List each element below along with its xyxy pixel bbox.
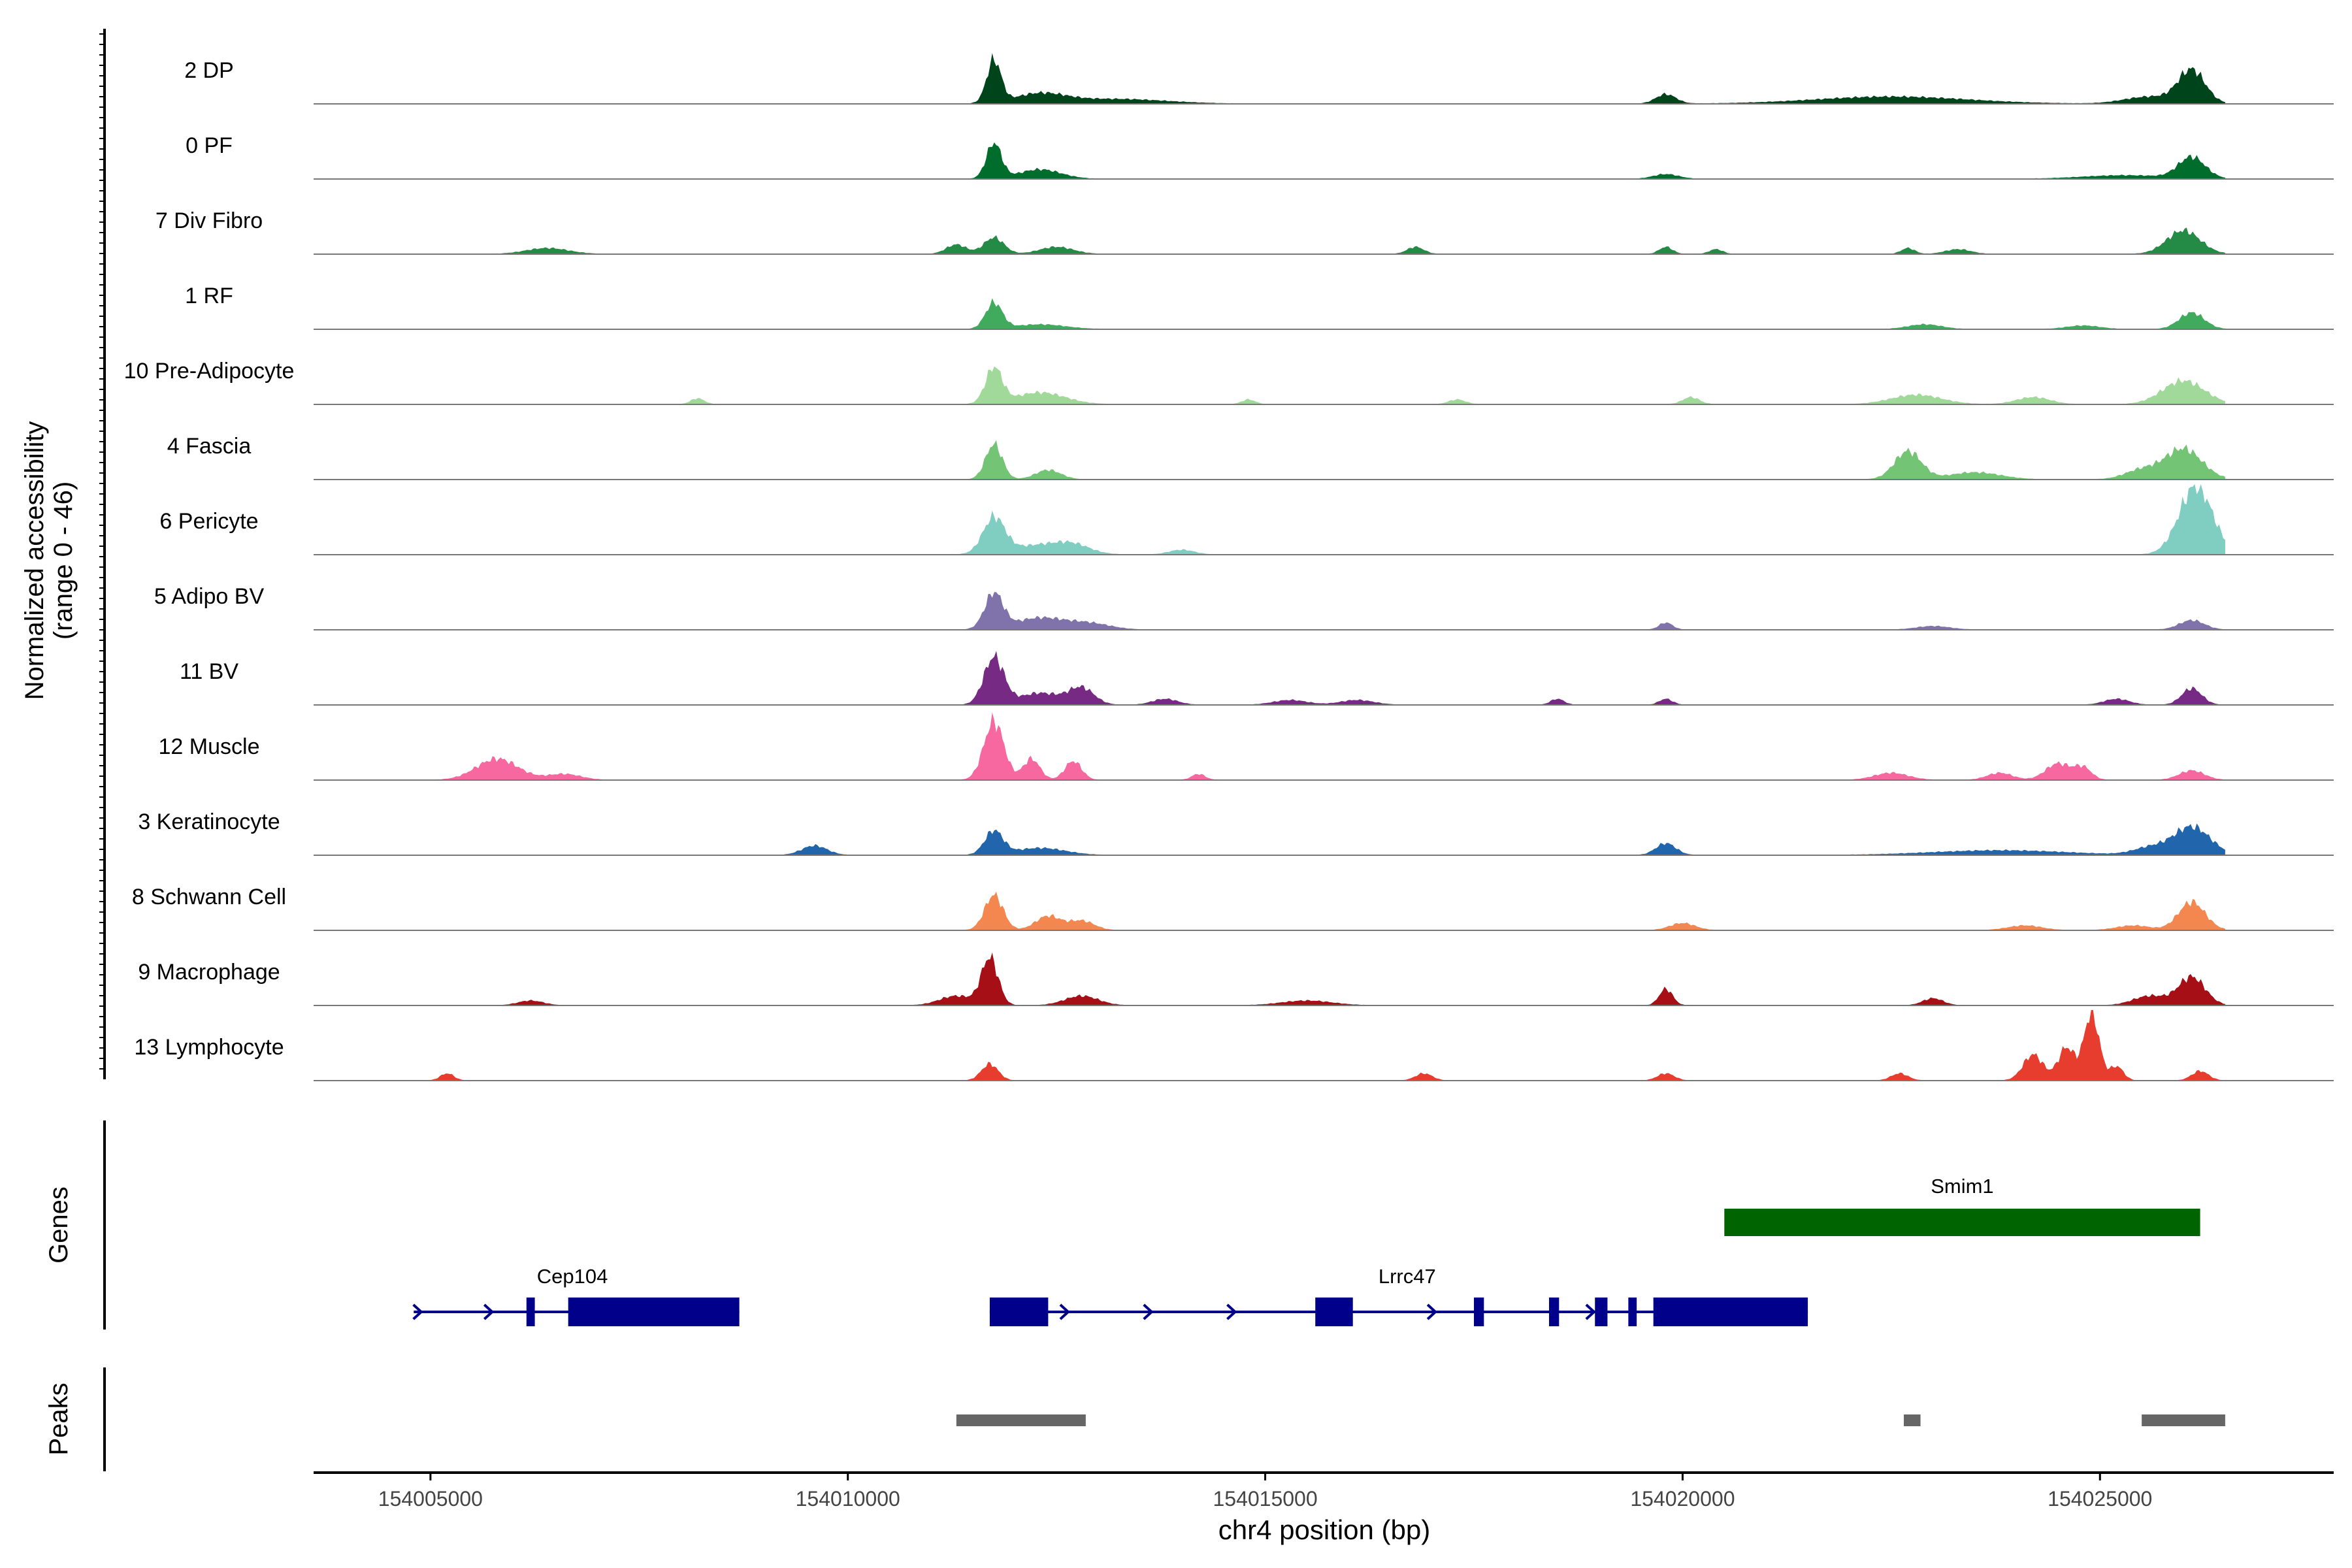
track-1-rf: 1 RF — [185, 284, 2334, 330]
track-6-pericyte: 6 Pericyte — [159, 484, 2334, 555]
track-area — [397, 712, 2225, 780]
coverage-tracks: 2 DP 0 PF 7 Div Fibro 1 RF 10 Pre-Adipocyte 4… — [124, 53, 2334, 1081]
genes-panel-label: Genes — [44, 1186, 73, 1264]
track-area — [397, 823, 2225, 855]
gene-exon — [526, 1298, 535, 1326]
gene-lrrc47: Lrrc47 — [989, 1265, 1808, 1326]
x-tick-label: 154020000 — [1630, 1487, 1735, 1511]
track-9-macrophage: 9 Macrophage — [138, 952, 2334, 1006]
track-area — [397, 484, 2225, 555]
track-5-adipo-bv: 5 Adipo BV — [154, 584, 2334, 630]
track-area — [397, 142, 2225, 179]
gene-body — [1724, 1209, 2200, 1236]
x-axis-ticks: 154005000 154010000 154015000 154020000 1540… — [378, 1473, 2152, 1511]
x-tick-label: 154005000 — [378, 1487, 483, 1511]
track-area — [397, 1010, 2225, 1081]
track-11-bv: 11 BV — [180, 651, 2334, 706]
strand-arrow — [1143, 1303, 1154, 1320]
track-label: 9 Macrophage — [138, 960, 280, 985]
track-label: 11 BV — [180, 659, 238, 684]
track-label: 2 DP — [184, 58, 234, 83]
gene-exon — [1595, 1298, 1608, 1326]
track-area — [397, 651, 2225, 705]
track-area — [397, 891, 2225, 930]
genes-panel: Smim1 Cep104 Lrrc47 — [412, 1175, 2200, 1326]
gene-cep104: Cep104 — [412, 1265, 740, 1326]
track-label: 7 Div Fibro — [155, 208, 263, 233]
strand-arrow — [1226, 1303, 1237, 1320]
gene-exon — [989, 1298, 1049, 1326]
gene-exon — [1548, 1298, 1560, 1326]
track-10-pre-adipocyte: 10 Pre-Adipocyte — [124, 359, 2334, 405]
track-label: 12 Muscle — [159, 734, 260, 759]
coverage-y-axis-ticks — [99, 33, 105, 1070]
track-label: 1 RF — [185, 284, 233, 308]
track-2-dp: 2 DP — [184, 53, 2334, 105]
track-label: 0 PF — [186, 133, 233, 158]
track-label: 8 Schwann Cell — [132, 885, 286, 909]
track-area — [397, 366, 2225, 404]
strand-arrow — [483, 1303, 495, 1320]
gene-exon — [1628, 1298, 1637, 1326]
x-axis-title: chr4 position (bp) — [1218, 1514, 1431, 1545]
y-axis-title-line2: (range 0 - 46) — [49, 482, 78, 640]
gene-label: Cep104 — [537, 1265, 608, 1288]
y-axis-title-line1: Normalized accessibility — [20, 421, 49, 700]
gene-exon — [568, 1298, 740, 1326]
x-tick-label: 154015000 — [1213, 1487, 1317, 1511]
peak-region — [956, 1414, 1086, 1426]
x-tick-label: 154010000 — [796, 1487, 900, 1511]
strand-arrow — [1585, 1303, 1596, 1320]
track-label: 13 Lymphocyte — [134, 1035, 284, 1060]
strand-arrow — [412, 1303, 423, 1320]
track-label: 5 Adipo BV — [154, 584, 265, 609]
strand-arrow — [1426, 1303, 1438, 1320]
y-axis-title: Normalized accessibility (range 0 - 46) — [20, 421, 78, 700]
track-label: 10 Pre-Adipocyte — [124, 359, 295, 384]
track-0-pf: 0 PF — [186, 133, 2334, 180]
gene-label: Smim1 — [1931, 1175, 1993, 1198]
x-tick-label: 154025000 — [2048, 1487, 2152, 1511]
peaks-panel-label: Peaks — [44, 1382, 73, 1455]
track-area — [397, 53, 2225, 104]
track-7-div-fibro: 7 Div Fibro — [155, 208, 2334, 255]
track-8-schwann-cell: 8 Schwann Cell — [132, 885, 2334, 931]
track-12-muscle: 12 Muscle — [159, 712, 2334, 781]
track-area — [397, 592, 2225, 630]
track-label: 6 Pericyte — [159, 509, 258, 534]
gene-smim1: Smim1 — [1724, 1175, 2200, 1236]
track-label: 4 Fascia — [167, 434, 252, 459]
gene-exon — [1653, 1298, 1808, 1326]
peaks-panel — [956, 1414, 2225, 1426]
gene-exon — [1315, 1298, 1353, 1326]
track-area — [397, 952, 2225, 1005]
gene-label: Lrrc47 — [1379, 1265, 1436, 1288]
track-4-fascia: 4 Fascia — [167, 434, 2334, 480]
track-area — [397, 227, 2225, 254]
track-area — [397, 440, 2225, 480]
track-label: 3 Keratinocyte — [138, 809, 280, 834]
track-area — [397, 298, 2225, 329]
strand-arrow — [1059, 1303, 1070, 1320]
gene-exon — [1473, 1298, 1484, 1326]
peak-region — [1903, 1414, 1921, 1426]
track-3-keratinocyte: 3 Keratinocyte — [138, 809, 2334, 856]
peak-region — [2142, 1414, 2225, 1426]
track-13-lymphocyte: 13 Lymphocyte — [134, 1010, 2334, 1081]
